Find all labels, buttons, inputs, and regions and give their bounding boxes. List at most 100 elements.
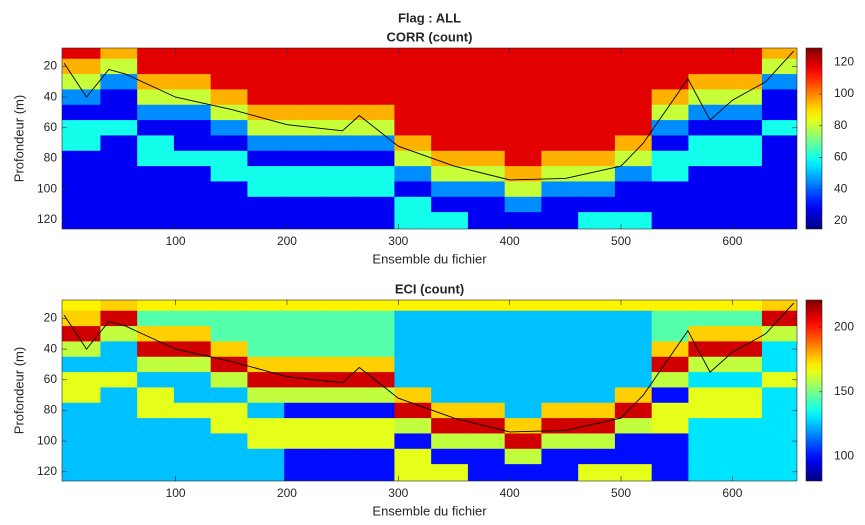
heat-cell [394, 372, 432, 388]
heat-cell [247, 387, 285, 404]
heat-cell [541, 58, 579, 75]
heat-cell [651, 181, 689, 198]
heat-cell [431, 48, 469, 60]
heat-cell [688, 387, 726, 404]
heat-cell [173, 89, 212, 106]
heat-cell [394, 464, 432, 481]
heat-cell [247, 341, 285, 358]
heat-cell [504, 402, 542, 419]
colorbar-tick-label: 20 [834, 213, 848, 227]
heat-cell [394, 402, 432, 419]
heat-cell [62, 74, 101, 90]
heat-cell [467, 181, 506, 198]
heat-cell [394, 48, 432, 60]
heat-cell [320, 372, 359, 388]
heat-cell [137, 166, 175, 182]
heat-cell [614, 418, 653, 434]
heat-cell [284, 418, 322, 434]
heat-cell [137, 310, 175, 327]
heat-cell [62, 387, 101, 404]
heat-cell [725, 89, 763, 106]
heat-cell [761, 372, 797, 388]
heat-cell [761, 104, 797, 121]
heat-cell [761, 387, 797, 404]
heat-cell [614, 212, 653, 229]
heat-cell [320, 418, 359, 434]
heat-cell [357, 58, 395, 75]
heat-cell [394, 310, 432, 327]
heat-cell [725, 104, 763, 121]
heat-cell [761, 150, 797, 167]
heat-cell [247, 464, 285, 481]
heat-cell [100, 341, 138, 358]
heat-cell [651, 300, 689, 312]
bottom-line [63, 50, 795, 181]
heat-cell [320, 104, 359, 121]
heat-cell [541, 464, 579, 481]
heat-cell [578, 135, 616, 152]
heat-cell [173, 326, 212, 342]
heat-cell [210, 387, 248, 404]
heat-cell [320, 74, 359, 90]
plot-area [62, 48, 797, 229]
heat-cell [173, 341, 212, 358]
heat-cell [394, 120, 432, 136]
heat-cell [761, 166, 797, 182]
x-tick-label: 100 [166, 486, 186, 500]
heat-cell [651, 48, 689, 60]
plot-area [62, 300, 797, 481]
x-axis-label: Ensemble du fichier [372, 251, 487, 266]
heat-cell [688, 212, 726, 229]
heat-cell [431, 212, 469, 229]
x-tick-label: 300 [388, 486, 408, 500]
heat-cell [614, 356, 653, 373]
heat-cell [394, 166, 432, 182]
heat-cell [320, 181, 359, 198]
heat-cell [394, 433, 432, 450]
heat-cell [173, 212, 212, 229]
heat-cell [247, 448, 285, 465]
heat-cell [320, 402, 359, 419]
heat-cell [651, 212, 689, 229]
y-tick-label: 60 [44, 372, 58, 386]
heat-cell [137, 48, 175, 60]
heat-cell [137, 356, 175, 373]
heat-cell [467, 58, 506, 75]
heat-cell [173, 135, 212, 152]
heat-cell [137, 58, 175, 75]
heat-cell [247, 120, 285, 136]
heat-cell [247, 433, 285, 450]
heat-cell [357, 310, 395, 327]
heat-cell [62, 372, 101, 388]
axes-box [61, 299, 798, 482]
heat-cell [725, 464, 763, 481]
heat-cell [761, 120, 797, 136]
x-tick-label: 200 [277, 234, 297, 248]
heat-cell [137, 212, 175, 229]
heat-cell [284, 310, 322, 327]
heat-cell [247, 48, 285, 60]
heat-cell [504, 372, 542, 388]
heat-cell [62, 341, 101, 358]
heat-cell [100, 300, 138, 312]
heat-cell [614, 387, 653, 404]
heat-cell [467, 196, 506, 213]
heat-cell [541, 372, 579, 388]
heat-cell [357, 212, 395, 229]
heat-cell [431, 464, 469, 481]
heat-cell [541, 326, 579, 342]
heat-cell [541, 448, 579, 465]
heat-cell [137, 104, 175, 121]
heat-cell [100, 372, 138, 388]
heat-cell [725, 120, 763, 136]
heat-cell [137, 402, 175, 419]
heat-cell [357, 418, 395, 434]
heat-cell [100, 310, 138, 327]
y-tick-label: 40 [44, 341, 58, 355]
heat-cell [284, 196, 322, 213]
heat-cell [614, 464, 653, 481]
heat-cell [614, 104, 653, 121]
heat-cell [247, 89, 285, 106]
heat-cell [651, 310, 689, 327]
heat-cell [137, 387, 175, 404]
